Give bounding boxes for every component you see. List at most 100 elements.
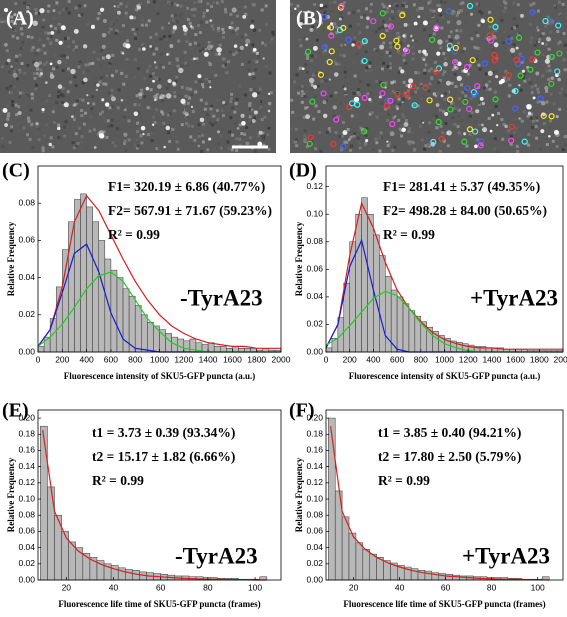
puncta bbox=[403, 22, 408, 27]
noise bbox=[258, 28, 262, 32]
noise bbox=[427, 130, 431, 134]
noise bbox=[152, 0, 156, 4]
puncta bbox=[365, 138, 369, 143]
noise bbox=[86, 69, 90, 73]
noise bbox=[561, 148, 565, 152]
noise bbox=[207, 84, 211, 88]
noise bbox=[69, 80, 73, 84]
noise bbox=[475, 46, 479, 50]
noise bbox=[475, 57, 479, 61]
noise bbox=[193, 41, 197, 45]
noise bbox=[529, 112, 533, 116]
noise bbox=[61, 8, 65, 12]
noise bbox=[121, 106, 125, 110]
noise bbox=[450, 81, 454, 85]
puncta bbox=[177, 67, 184, 74]
noise bbox=[368, 64, 372, 68]
track bbox=[527, 66, 534, 73]
noise bbox=[0, 65, 4, 69]
noise bbox=[519, 117, 523, 121]
puncta bbox=[110, 73, 114, 78]
noise bbox=[151, 129, 155, 133]
fit-annotation: F2= 498.28 ± 84.00 (50.65%) bbox=[383, 203, 547, 218]
noise bbox=[25, 133, 29, 137]
noise bbox=[211, 99, 215, 103]
track bbox=[548, 113, 555, 120]
noise bbox=[34, 87, 38, 91]
noise bbox=[244, 93, 248, 97]
noise bbox=[343, 140, 347, 144]
noise bbox=[186, 6, 190, 10]
noise bbox=[353, 74, 357, 78]
puncta bbox=[557, 77, 561, 82]
puncta bbox=[491, 113, 495, 117]
noise bbox=[121, 24, 125, 28]
noise bbox=[74, 45, 78, 49]
noise bbox=[140, 141, 144, 145]
noise bbox=[1, 144, 5, 148]
noise bbox=[57, 123, 61, 127]
puncta bbox=[545, 36, 551, 42]
noise bbox=[133, 103, 137, 107]
puncta bbox=[251, 119, 256, 124]
noise bbox=[200, 50, 204, 54]
noise bbox=[351, 61, 355, 65]
noise bbox=[133, 32, 137, 36]
noise bbox=[171, 128, 175, 132]
noise bbox=[161, 99, 165, 103]
noise bbox=[357, 45, 361, 49]
puncta bbox=[328, 78, 332, 81]
puncta bbox=[209, 19, 213, 23]
puncta bbox=[520, 13, 524, 18]
track bbox=[370, 18, 377, 25]
noise bbox=[155, 93, 159, 97]
noise bbox=[533, 84, 537, 88]
noise bbox=[178, 13, 182, 17]
noise bbox=[238, 137, 242, 141]
noise bbox=[313, 19, 317, 23]
noise bbox=[192, 14, 196, 18]
noise bbox=[102, 135, 106, 139]
noise bbox=[515, 144, 519, 148]
noise bbox=[80, 13, 84, 17]
y-axis-label: Relative Frequency bbox=[294, 221, 304, 296]
noise bbox=[343, 144, 347, 148]
noise bbox=[161, 96, 165, 100]
noise bbox=[137, 47, 141, 51]
noise bbox=[61, 100, 65, 104]
puncta bbox=[338, 17, 342, 21]
noise bbox=[56, 85, 60, 89]
puncta bbox=[70, 68, 76, 75]
puncta bbox=[305, 114, 311, 120]
puncta bbox=[474, 144, 478, 149]
noise bbox=[80, 114, 84, 118]
puncta bbox=[83, 77, 88, 83]
noise bbox=[303, 94, 307, 98]
noise bbox=[350, 144, 354, 148]
noise bbox=[135, 27, 139, 31]
noise bbox=[30, 92, 34, 96]
y-tick-label: 0.00 bbox=[18, 346, 35, 356]
noise bbox=[191, 26, 195, 30]
noise bbox=[212, 114, 216, 118]
noise bbox=[563, 93, 567, 97]
noise bbox=[536, 9, 540, 13]
track bbox=[451, 48, 458, 55]
puncta bbox=[57, 84, 63, 89]
noise bbox=[176, 20, 180, 24]
noise bbox=[99, 63, 103, 67]
noise bbox=[102, 4, 106, 8]
noise bbox=[260, 100, 264, 104]
noise bbox=[364, 69, 368, 73]
noise bbox=[233, 134, 237, 138]
puncta bbox=[169, 43, 174, 49]
noise bbox=[199, 98, 203, 102]
noise bbox=[100, 49, 104, 53]
noise bbox=[477, 46, 481, 50]
noise bbox=[181, 138, 185, 142]
puncta bbox=[434, 94, 438, 98]
puncta bbox=[344, 43, 347, 47]
x-tick-label: 80 bbox=[203, 582, 213, 592]
track bbox=[446, 42, 453, 49]
noise bbox=[538, 41, 542, 45]
